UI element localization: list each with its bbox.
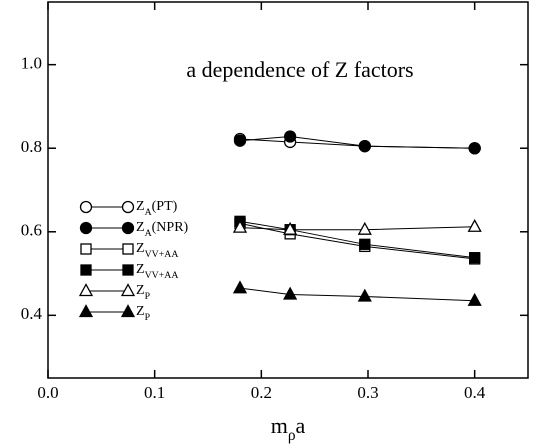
x-tick-label: 0.2 xyxy=(251,383,272,402)
legend-marker xyxy=(80,264,92,276)
point xyxy=(233,134,247,147)
legend-marker xyxy=(121,200,135,214)
legend-marker xyxy=(122,243,134,255)
legend-label: ZA(PT) xyxy=(136,199,178,218)
legend-label: ZVV+AA xyxy=(136,241,178,260)
point xyxy=(283,221,298,235)
point xyxy=(357,288,372,302)
legend-marker xyxy=(78,283,94,297)
x-tick-label: 0.0 xyxy=(37,383,58,402)
point xyxy=(357,221,372,235)
plot-frame xyxy=(47,1,529,379)
point xyxy=(232,280,248,294)
legend-marker xyxy=(122,264,134,276)
point xyxy=(468,142,481,155)
series-line xyxy=(239,220,475,259)
y-tick-label: 1.0 xyxy=(21,54,42,73)
point xyxy=(467,292,482,306)
legend-label: ZP xyxy=(136,304,151,323)
x-tick-label: 0.1 xyxy=(144,383,165,402)
point xyxy=(283,130,297,143)
legend-label: ZA(NPR) xyxy=(136,220,189,239)
y-tick-label: 0.4 xyxy=(21,304,43,323)
series-line xyxy=(239,287,475,302)
point xyxy=(283,286,298,300)
series-line xyxy=(239,136,475,149)
legend-marker xyxy=(79,221,93,235)
legend-marker xyxy=(120,283,136,297)
legend-marker xyxy=(79,200,93,214)
y-tick-label: 0.8 xyxy=(21,137,42,156)
legend-marker xyxy=(80,243,92,255)
legend-marker xyxy=(120,304,136,318)
legend-marker xyxy=(78,304,94,318)
x-tick-label: 0.4 xyxy=(464,383,486,402)
legend-label: ZP xyxy=(136,283,151,302)
x-tick-label: 0.3 xyxy=(357,383,378,402)
x-axis-label: mρa xyxy=(271,413,306,444)
point xyxy=(358,139,371,153)
y-tick-label: 0.6 xyxy=(21,221,42,240)
chart-title: a dependence of Z factors xyxy=(186,57,413,82)
point xyxy=(467,218,482,232)
point xyxy=(359,238,371,250)
legend-marker xyxy=(121,221,135,235)
legend-label: ZVV+AA xyxy=(136,262,178,281)
series-line xyxy=(239,226,475,231)
series-line xyxy=(239,138,475,149)
point xyxy=(232,219,248,233)
point xyxy=(469,252,481,264)
